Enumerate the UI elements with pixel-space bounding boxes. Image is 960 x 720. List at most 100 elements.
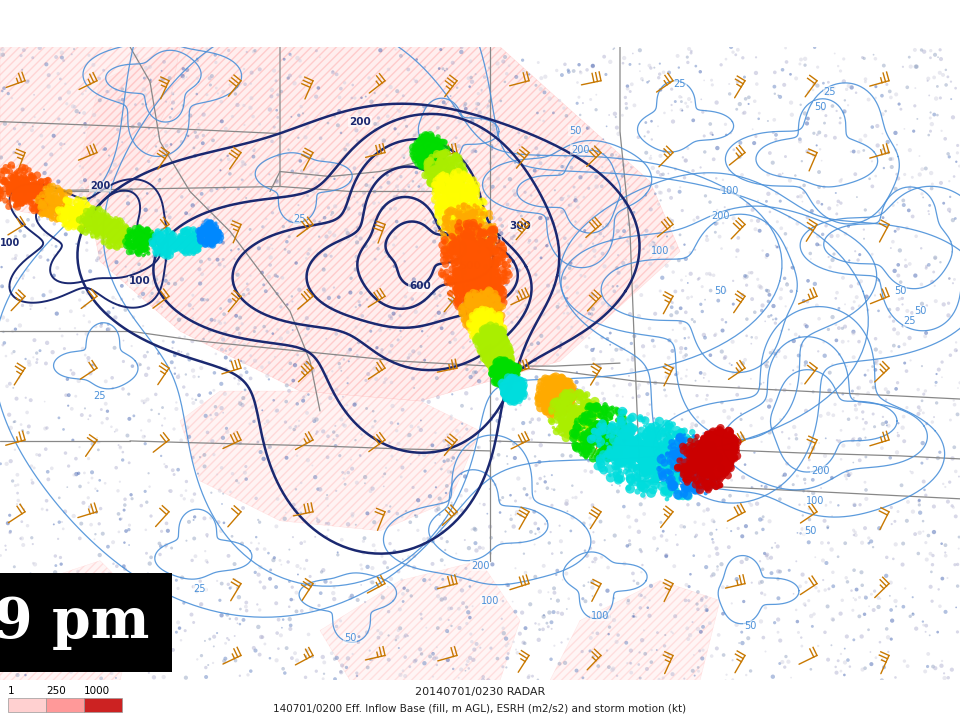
Point — [432, 162, 447, 174]
Point — [435, 63, 450, 75]
Point — [452, 622, 468, 634]
Point — [612, 464, 628, 476]
Point — [808, 582, 824, 593]
Point — [134, 239, 150, 251]
Point — [485, 266, 500, 278]
Point — [942, 204, 957, 215]
Point — [485, 339, 500, 351]
Point — [505, 382, 520, 394]
Point — [921, 205, 936, 217]
Point — [468, 261, 484, 272]
Point — [476, 302, 492, 314]
Point — [919, 620, 934, 631]
Point — [468, 183, 483, 194]
Point — [474, 314, 490, 325]
Point — [718, 129, 733, 140]
Point — [482, 338, 497, 349]
Point — [502, 377, 517, 389]
Point — [18, 196, 34, 207]
Point — [880, 147, 896, 158]
Point — [413, 143, 428, 154]
Point — [108, 228, 123, 239]
Point — [532, 114, 547, 126]
Point — [575, 413, 590, 425]
Point — [17, 190, 33, 202]
Point — [498, 358, 514, 369]
Point — [465, 272, 480, 284]
Point — [550, 390, 565, 402]
Point — [610, 390, 625, 401]
Point — [569, 426, 585, 437]
Point — [132, 119, 147, 130]
Point — [495, 623, 511, 634]
Point — [714, 439, 730, 451]
Bar — [84, 698, 122, 712]
Point — [80, 216, 95, 228]
Point — [866, 49, 881, 60]
Point — [618, 438, 634, 449]
Point — [463, 228, 478, 239]
Point — [845, 434, 860, 446]
Point — [409, 152, 424, 163]
Point — [905, 608, 921, 620]
Point — [425, 161, 441, 172]
Point — [161, 233, 177, 245]
Point — [84, 219, 99, 230]
Point — [713, 457, 729, 469]
Point — [663, 310, 679, 321]
Point — [901, 183, 917, 194]
Point — [323, 392, 338, 404]
Point — [778, 300, 793, 312]
Point — [667, 452, 683, 464]
Point — [425, 152, 441, 163]
Point — [559, 374, 574, 386]
Point — [158, 238, 174, 249]
Point — [622, 428, 637, 440]
Point — [489, 361, 504, 373]
Point — [174, 191, 189, 202]
Point — [816, 181, 831, 193]
Point — [734, 637, 750, 649]
Point — [545, 387, 561, 399]
Point — [462, 179, 477, 190]
Point — [50, 600, 65, 611]
Point — [688, 463, 704, 474]
Point — [471, 289, 487, 301]
Point — [696, 463, 711, 474]
Point — [437, 148, 452, 160]
Point — [427, 143, 443, 155]
Point — [135, 320, 151, 332]
Point — [14, 184, 30, 196]
Point — [158, 206, 174, 217]
Point — [432, 521, 447, 533]
Point — [469, 251, 485, 262]
Point — [636, 415, 651, 426]
Point — [847, 499, 862, 510]
Point — [729, 104, 744, 115]
Point — [488, 256, 503, 268]
Point — [496, 374, 512, 386]
Point — [698, 457, 713, 469]
Point — [452, 210, 468, 222]
Point — [16, 174, 32, 185]
Point — [487, 374, 502, 386]
Point — [138, 524, 154, 536]
Point — [671, 456, 686, 467]
Point — [722, 443, 737, 454]
Point — [85, 220, 101, 231]
Point — [511, 381, 526, 392]
Point — [607, 453, 622, 464]
Point — [673, 466, 688, 477]
Point — [554, 402, 569, 414]
Point — [619, 451, 635, 463]
Point — [38, 158, 54, 170]
Point — [880, 646, 896, 657]
Point — [48, 190, 63, 202]
Point — [710, 435, 726, 446]
Point — [664, 345, 680, 356]
Point — [948, 559, 960, 570]
Point — [698, 458, 713, 469]
Point — [481, 319, 496, 330]
Point — [428, 505, 444, 516]
Point — [29, 347, 44, 359]
